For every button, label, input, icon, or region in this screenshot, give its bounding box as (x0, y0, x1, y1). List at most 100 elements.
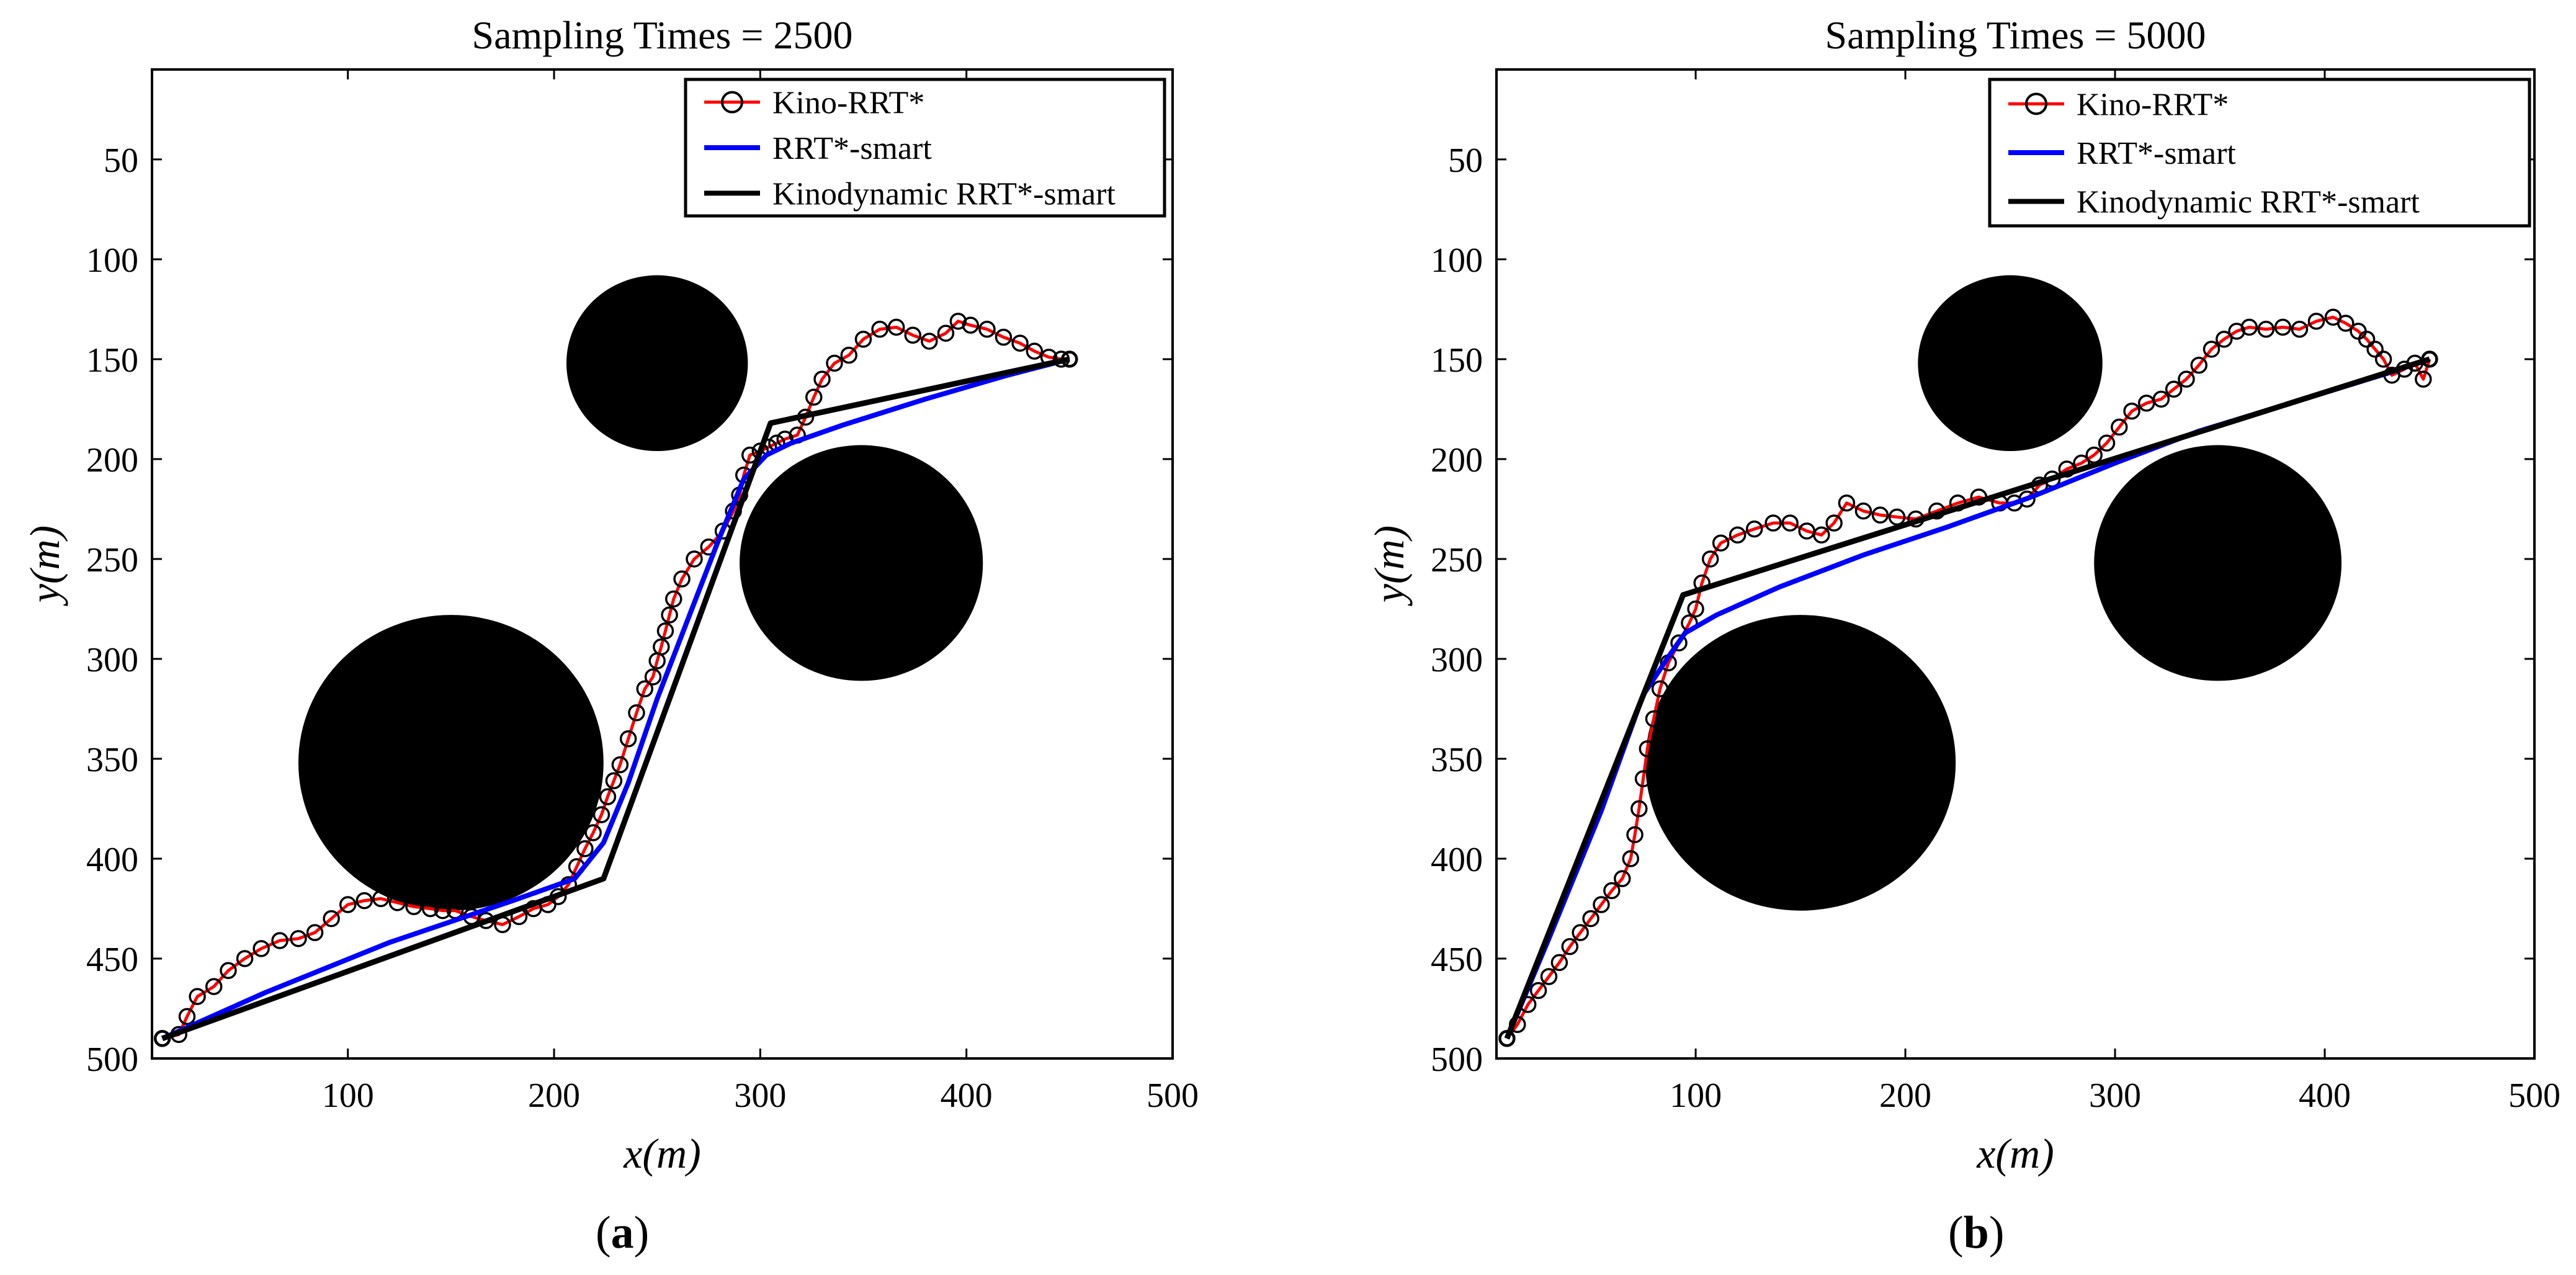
data-point-marker (871, 320, 888, 338)
data-point-marker (2374, 351, 2392, 368)
data-point-marker (2366, 341, 2384, 358)
x-tick-label: 400 (941, 1076, 993, 1115)
data-point-marker (2216, 330, 2233, 348)
data-point-marker (644, 668, 662, 686)
x-tick-label: 200 (1879, 1076, 1931, 1115)
data-point-marker (189, 988, 206, 1005)
data-point-marker (1626, 826, 1644, 844)
chart-title: Sampling Times = 5000 (1825, 13, 2206, 57)
legend-marker (2025, 92, 2047, 115)
data-point-marker (1561, 937, 1579, 955)
obstacle-large-obstacle (1645, 615, 1956, 911)
data-point-marker (290, 930, 307, 947)
legend-entry-label: Kino-RRT* (772, 86, 924, 121)
y-tick-label: 100 (1431, 241, 1483, 280)
data-point-marker (1572, 924, 1589, 941)
data-point-marker (1645, 710, 1663, 728)
data-point-marker (813, 370, 831, 388)
legend: Kino-RRT* RRT*-smart Kinodynamic RRT*-smar… (684, 78, 1166, 218)
legend-entry-label: Kinodynamic RRT*-smart (772, 176, 1116, 212)
legend-marker (721, 91, 743, 114)
data-point-marker (2098, 434, 2116, 452)
data-point-marker (1838, 494, 1856, 512)
series-line-rrt-smart (161, 357, 1070, 1041)
data-point-marker (2123, 402, 2140, 420)
data-point-marker (904, 326, 922, 344)
data-point-marker (840, 346, 858, 364)
endpoint-marker (154, 1031, 171, 1047)
y-tick-label: 450 (1431, 941, 1483, 979)
endpoint-marker (1499, 1031, 1515, 1047)
panel-label-a: (a) (596, 1207, 650, 1258)
data-point-marker (1026, 342, 1044, 360)
obstacle-medium-obstacle (740, 445, 983, 681)
data-point-marker (2152, 390, 2170, 408)
data-point-marker (1639, 740, 1657, 758)
obstacle-medium-obstacle (2094, 445, 2342, 681)
y-tick-label: 450 (86, 941, 138, 979)
data-point-marker (653, 638, 670, 656)
data-point-marker (388, 894, 406, 911)
x-tick-label: 300 (2089, 1076, 2141, 1115)
data-point-marker (1854, 502, 1872, 520)
data-point-marker (1729, 526, 1746, 544)
data-point-marker (339, 896, 357, 913)
legend-box (684, 78, 1166, 218)
y-tick-label: 150 (86, 341, 138, 380)
series-line-kino-rrt- (162, 320, 1070, 1040)
y-tick-label: 500 (1431, 1040, 1483, 1079)
data-point-marker (1630, 800, 1648, 818)
data-point-marker (1614, 870, 1631, 887)
series-group (153, 312, 1078, 1047)
data-point-marker (372, 890, 390, 908)
data-point-marker (1622, 850, 1640, 867)
y-tick-label: 100 (86, 241, 138, 280)
x-tick-label: 300 (734, 1076, 786, 1115)
y-axis-label: y(m) (21, 526, 68, 607)
data-point-marker (1825, 514, 1843, 532)
panel-label-b: (b) (1948, 1207, 2005, 1258)
obstacle-small-obstacle (566, 275, 748, 452)
x-tick-label: 500 (2508, 1076, 2560, 1115)
data-point-marker (2165, 380, 2183, 398)
legend: Kino-RRT* RRT*-smart Kinodynamic RRT*-smar… (1988, 78, 2531, 228)
data-point-marker (656, 622, 674, 640)
y-tick-label: 200 (86, 441, 138, 480)
data-point-marker (686, 550, 703, 568)
y-axis-label: y(m) (1366, 526, 1413, 607)
data-point-marker (605, 772, 623, 790)
y-tick-label: 350 (86, 741, 138, 779)
x-tick-label: 200 (528, 1076, 580, 1115)
data-point-marker (599, 788, 617, 805)
data-point-marker (271, 932, 288, 949)
chart-1: Sampling Times = 5000 100 200 300 400 500 50 10… (1366, 13, 2560, 1177)
data-point-marker (1745, 520, 1763, 538)
data-point-marker (1813, 526, 1830, 544)
obstacle-small-obstacle (1918, 275, 2103, 452)
y-tick-label: 500 (86, 1040, 138, 1079)
data-point-marker (584, 824, 602, 841)
data-point-marker (236, 950, 254, 967)
data-point-marker (962, 316, 980, 334)
data-point-marker (1593, 896, 1610, 913)
legend-entry-label: RRT*-smart (772, 131, 932, 166)
data-point-marker (1550, 954, 1568, 972)
chart-0: Sampling Times = 2500 100 200 300 400 500 50 10… (21, 13, 1199, 1177)
x-tick-label: 100 (322, 1076, 374, 1115)
data-point-marker (1687, 600, 1704, 618)
data-point-marker (995, 328, 1013, 346)
data-point-marker (253, 940, 270, 957)
data-point-marker (220, 962, 237, 980)
data-point-marker (434, 901, 452, 919)
data-point-marker (2111, 418, 2128, 436)
data-point-marker (306, 924, 324, 941)
data-point-marker (1764, 514, 1782, 532)
y-tick-label: 400 (1431, 841, 1483, 879)
data-point-marker (2257, 320, 2275, 338)
plot-frame (1495, 68, 2536, 1060)
data-point-marker (978, 320, 996, 338)
endpoint-marker (1062, 351, 1078, 367)
y-tick-label: 350 (1431, 741, 1483, 779)
plot-frame (151, 68, 1174, 1060)
data-point-marker (636, 680, 654, 698)
